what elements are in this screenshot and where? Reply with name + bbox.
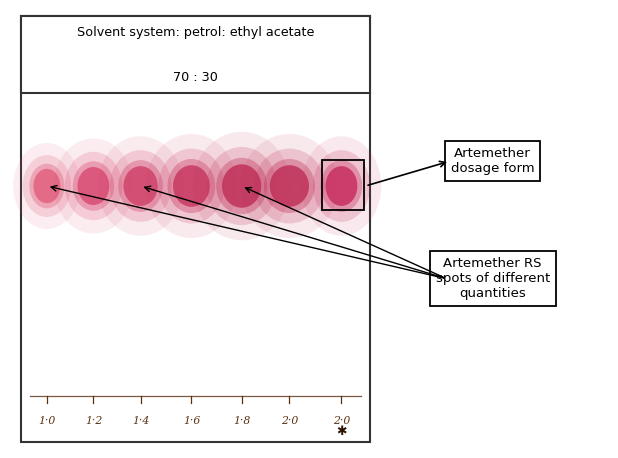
Ellipse shape [270,165,309,207]
Text: Solvent system: petrol: ethyl acetate: Solvent system: petrol: ethyl acetate [77,26,315,38]
Ellipse shape [73,161,114,211]
Text: ✱: ✱ [336,425,347,438]
Ellipse shape [98,136,184,236]
Text: 2·0: 2·0 [333,416,350,426]
Ellipse shape [222,164,261,208]
Ellipse shape [110,150,171,222]
Ellipse shape [54,138,133,234]
Text: 70 : 30: 70 : 30 [173,71,218,84]
Ellipse shape [216,158,267,214]
Text: Artemether
dosage form: Artemether dosage form [451,147,535,175]
Ellipse shape [23,155,71,217]
Ellipse shape [167,159,215,213]
Ellipse shape [302,136,381,236]
Bar [21,16,370,442]
Text: 2·0: 2·0 [281,416,298,426]
Text: 1·6: 1·6 [183,416,200,426]
Text: 1·4: 1·4 [132,416,149,426]
Text: 1·8: 1·8 [233,416,250,426]
Ellipse shape [118,160,163,212]
Ellipse shape [264,159,315,213]
Ellipse shape [30,164,64,208]
Ellipse shape [33,169,61,203]
Text: Artemether RS
spots of different
quantities: Artemether RS spots of different quantit… [436,257,550,300]
Ellipse shape [173,165,210,207]
Ellipse shape [77,167,109,205]
Ellipse shape [321,160,362,212]
Ellipse shape [158,148,224,224]
Ellipse shape [145,134,237,238]
Ellipse shape [313,150,370,222]
Bar [323,160,364,210]
Ellipse shape [193,132,290,240]
Ellipse shape [124,166,158,206]
Ellipse shape [206,147,277,225]
Bar [21,16,370,93]
Text: 1·0: 1·0 [38,416,56,426]
Ellipse shape [65,152,122,220]
Ellipse shape [326,166,357,206]
Ellipse shape [13,143,80,229]
Ellipse shape [254,148,324,224]
Ellipse shape [240,134,339,238]
Text: 1·2: 1·2 [85,416,102,426]
